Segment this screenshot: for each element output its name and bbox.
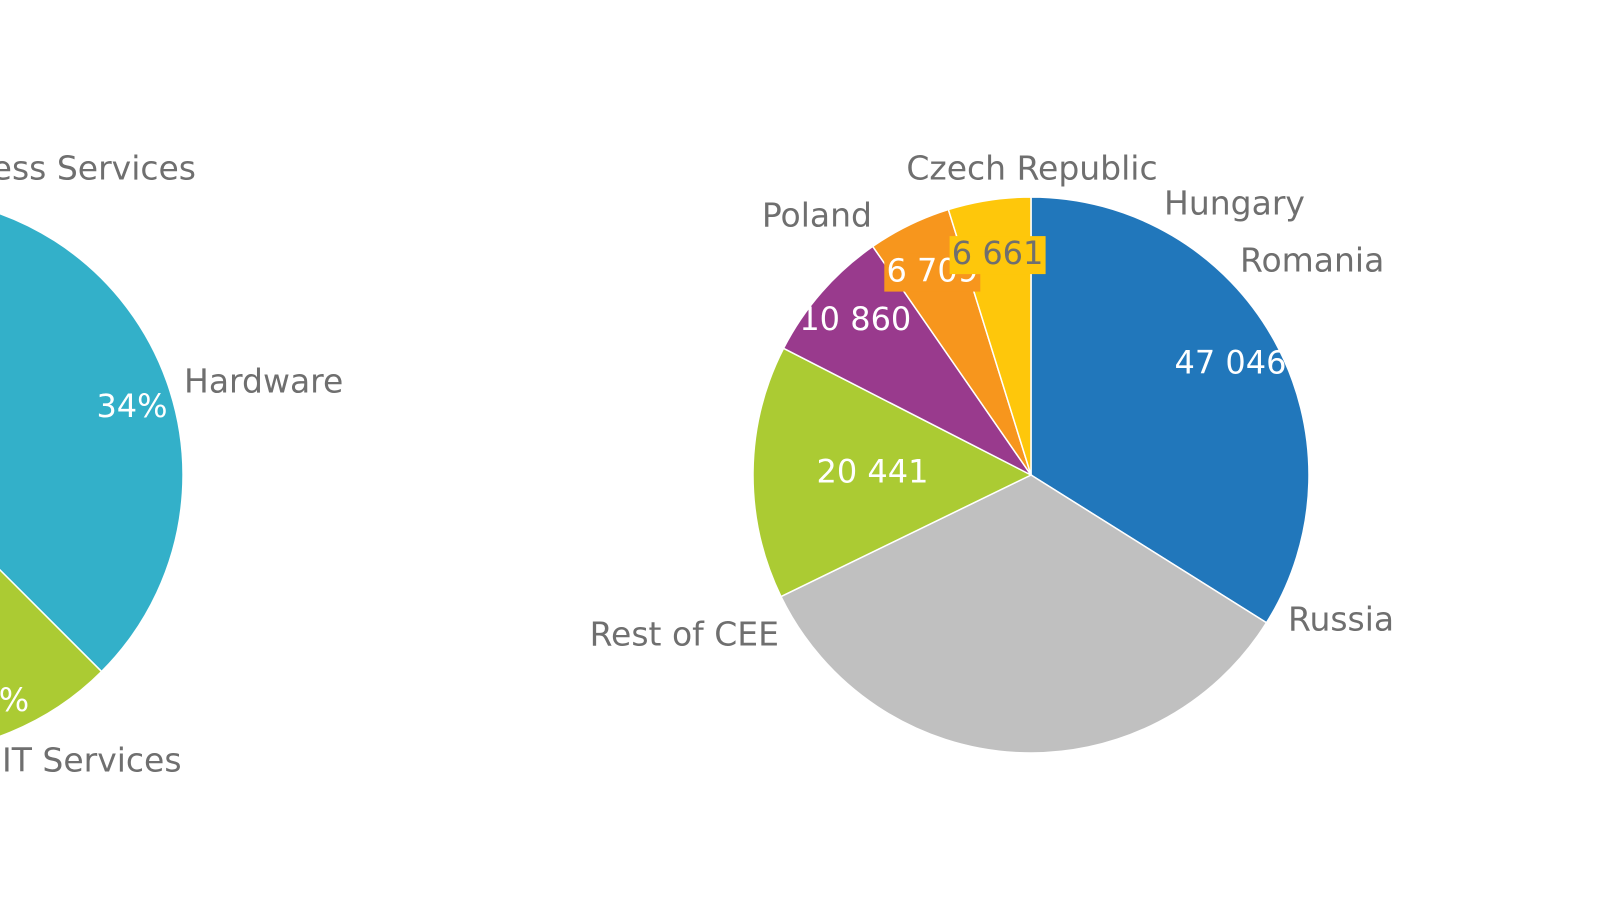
value-label-hardware: 34%: [96, 387, 167, 425]
pie-slice-it-services: [0, 568, 103, 738]
pie-slice-russia: [1030, 196, 1310, 624]
pie-slice-poland: [752, 347, 1033, 598]
category-label-hungary: Hungary: [1164, 184, 1305, 223]
value-label-bg-romania: [949, 236, 1046, 275]
pie-slice-czech-republic: [782, 245, 1032, 476]
value-label-it-services: %: [0, 681, 29, 719]
pie-slice-rest-of-cee: [779, 474, 1268, 754]
category-label-hardware: Hardware: [184, 362, 343, 401]
category-label-russia: Russia: [1288, 600, 1394, 639]
value-label-poland: 20 441: [817, 452, 929, 490]
value-label-czech-republic: 10 860: [799, 300, 911, 338]
category-label-rest-of-cee: Rest of CEE: [590, 615, 779, 654]
value-label-romania: 6 661: [952, 234, 1044, 272]
category-label-business-services: ness Services: [0, 149, 196, 188]
category-label-it-services: IT Services: [2, 741, 182, 780]
left-pie-chart: 34%% ness Services Hardware IT Services: [0, 149, 343, 780]
pie-slice-hardware: [0, 212, 184, 673]
category-label-poland: Poland: [762, 196, 872, 235]
category-label-czech-republic: Czech Republic: [906, 149, 1157, 188]
right-pie-chart: 47 046 Russia Rest of CEE 20 441 Poland 10 86…: [590, 149, 1394, 754]
value-label-russia: 47 046: [1175, 344, 1287, 382]
category-label-romania: Romania: [1240, 241, 1384, 280]
